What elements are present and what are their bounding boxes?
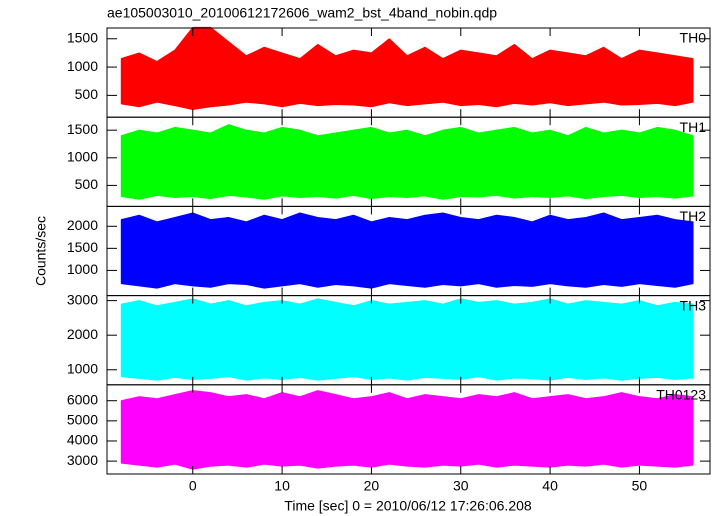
light-curve <box>120 124 694 200</box>
x-tick-label: 40 <box>542 478 558 494</box>
panel-label: TH1 <box>680 119 707 135</box>
light-curve <box>120 26 694 111</box>
chart-title: ae105003010_20100612172606_wam2_bst_4ban… <box>107 5 497 21</box>
y-tick-label: 1000 <box>67 360 98 376</box>
y-tick-label: 2000 <box>67 217 98 233</box>
light-curve <box>120 212 694 289</box>
y-tick-label: 4000 <box>67 432 98 448</box>
panel-label: TH3 <box>680 297 707 313</box>
y-tick-label: 2000 <box>67 326 98 342</box>
y-tick-label: 6000 <box>67 391 98 407</box>
x-axis-label: Time [sec] 0 = 2010/06/12 17:26:06.208 <box>284 498 532 514</box>
panel-label: TH2 <box>680 208 707 224</box>
y-tick-label: 1500 <box>67 239 98 255</box>
y-tick-label: 1500 <box>67 29 98 45</box>
panel-frame <box>106 384 711 475</box>
y-tick-label: 1000 <box>67 261 98 277</box>
x-tick-label: 50 <box>632 478 648 494</box>
light-curve <box>120 390 694 470</box>
x-tick-label: 10 <box>274 478 290 494</box>
y-tick-label: 500 <box>75 176 99 192</box>
light-curve <box>120 298 694 381</box>
y-tick-label: 1500 <box>67 121 98 137</box>
panel-label: TH0 <box>680 30 707 46</box>
y-tick-label: 1000 <box>67 148 98 164</box>
x-tick-label: 0 <box>189 478 197 494</box>
y-tick-label: 5000 <box>67 412 98 428</box>
x-tick-label: 20 <box>364 478 380 494</box>
y-tick-label: 1000 <box>67 58 98 74</box>
panel-label: TH0123 <box>656 387 706 403</box>
x-tick-label: 30 <box>453 478 469 494</box>
y-axis-label: Counts/sec <box>33 216 49 286</box>
y-tick-label: 3000 <box>67 291 98 307</box>
y-tick-label: 500 <box>75 86 99 102</box>
y-tick-label: 3000 <box>67 452 98 468</box>
